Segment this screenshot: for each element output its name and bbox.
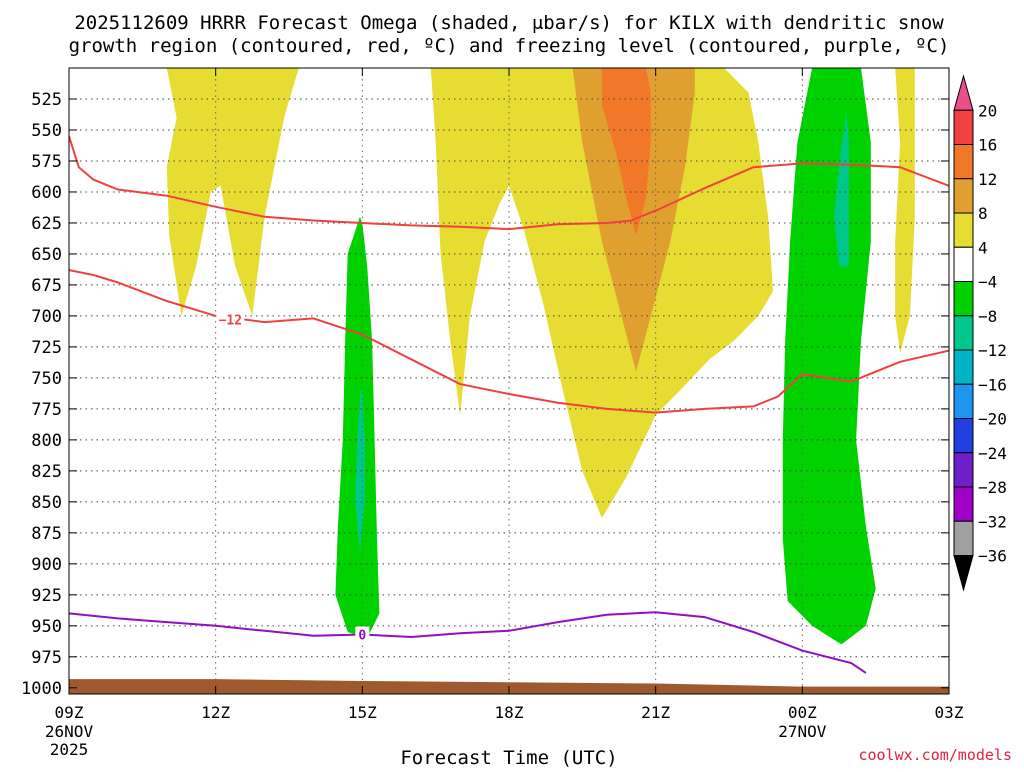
omega-neg-8-12-00z: [834, 111, 849, 267]
y-tick-label: 875: [31, 524, 62, 544]
omega-neg-4-8-15z: [335, 216, 380, 639]
x-tick-label: 03Z: [935, 703, 964, 722]
contour-label-minus12: −12: [219, 314, 242, 329]
chart-title-line1: 2025112609 HRRR Forecast Omega (shaded, …: [74, 12, 944, 34]
contour-layer: [69, 135, 949, 674]
colorbar-label: −12: [978, 341, 1007, 360]
x-axis-title: Forecast Time (UTC): [400, 747, 617, 768]
y-tick-label: 975: [31, 648, 62, 668]
x-date-label: 27NOV: [778, 722, 827, 741]
x-tick-label: 15Z: [348, 703, 377, 722]
y-tick-label: 925: [31, 586, 62, 606]
omega-pos-12-16: [601, 68, 651, 236]
colorbar-swatch: [953, 281, 974, 317]
y-tick-label: 625: [31, 214, 62, 234]
dgz-minus-12-upper: [69, 135, 949, 231]
x-date-label: 26NOV: [45, 722, 94, 741]
x-tick-label: 12Z: [201, 703, 230, 722]
omega-pos-4-8-early: [166, 68, 299, 316]
x-year-label: 2025: [50, 740, 89, 759]
colorbar-label: 12: [978, 170, 997, 189]
omega-pos-4-8-late: [895, 68, 915, 354]
colorbar-label: −4: [978, 273, 997, 292]
colorbar-label: −16: [978, 375, 1007, 394]
x-tick-label: 00Z: [788, 703, 817, 722]
colorbar-label: 20: [978, 101, 997, 120]
omega-neg-8-12-15z: [355, 390, 365, 552]
y-tick-label: 750: [31, 369, 62, 389]
colorbar-label: 4: [978, 238, 988, 257]
colorbar-label: −36: [978, 547, 1007, 566]
y-tick-label: 725: [31, 338, 62, 358]
colorbar-swatch: [953, 109, 974, 145]
y-tick-label: 775: [31, 400, 62, 420]
freezing-level-0: [69, 611, 867, 674]
colorbar-swatch: [953, 452, 974, 488]
colorbar-swatch: [953, 178, 974, 214]
y-tick-label: 850: [31, 493, 62, 513]
y-tick-label: 1000: [21, 679, 62, 699]
colorbar-swatch: [953, 144, 974, 180]
colorbar-label: −20: [978, 410, 1007, 429]
colorbar-label: −8: [978, 307, 997, 326]
omega-pos-4-8-midday: [430, 68, 773, 518]
y-tick-label: 800: [31, 431, 62, 451]
x-tick-label: 09Z: [55, 703, 84, 722]
colorbar-swatch: [953, 520, 974, 556]
colorbar-swatch: [953, 349, 974, 385]
y-tick-label: 550: [31, 121, 62, 141]
colorbar-swatch: [953, 486, 974, 522]
colorbar-swatch: [953, 383, 974, 419]
x-tick-label: 21Z: [641, 703, 670, 722]
y-tick-label: 825: [31, 462, 62, 482]
x-tick-label: 18Z: [495, 703, 524, 722]
colorbar-label: −32: [978, 512, 1007, 531]
colorbar-label: 16: [978, 136, 997, 155]
omega-neg-4-8-00z: [782, 68, 876, 645]
y-tick-label: 600: [31, 183, 62, 203]
colorbar: 20 16 12 8 4 −4 −8 −12 −16 −20 −24 −28 −32 −36: [953, 74, 1007, 592]
colorbar-swatch: [953, 555, 974, 592]
y-axis: 525 550 575 600 625 650 675 700 725 750 775 800 825 8…: [21, 90, 949, 699]
y-tick-label: 675: [31, 276, 62, 296]
colorbar-label: 8: [978, 204, 988, 223]
contour-label-zero: 0: [358, 628, 366, 643]
colorbar-swatch: [953, 212, 974, 248]
dgz-minus-12-lower: [69, 269, 949, 414]
y-tick-label: 650: [31, 245, 62, 265]
y-tick-label: 575: [31, 152, 62, 172]
y-tick-label: 525: [31, 90, 62, 110]
chart-title-line2: growth region (contoured, red, ºC) and f…: [69, 35, 950, 57]
y-tick-label: 700: [31, 307, 62, 327]
colorbar-swatch: [953, 315, 974, 351]
colorbar-label: −28: [978, 478, 1007, 497]
contour-label-bg: [216, 310, 245, 327]
y-tick-label: 900: [31, 555, 62, 575]
colorbar-swatch: [953, 418, 974, 454]
colorbar-label: −24: [978, 444, 1007, 463]
source-credit: coolwx.com/models: [858, 746, 1012, 764]
y-tick-label: 950: [31, 617, 62, 637]
contour-label-layer: −12 0: [216, 310, 370, 643]
colorbar-swatch: [953, 246, 974, 282]
contour-label-bg: [355, 626, 370, 642]
